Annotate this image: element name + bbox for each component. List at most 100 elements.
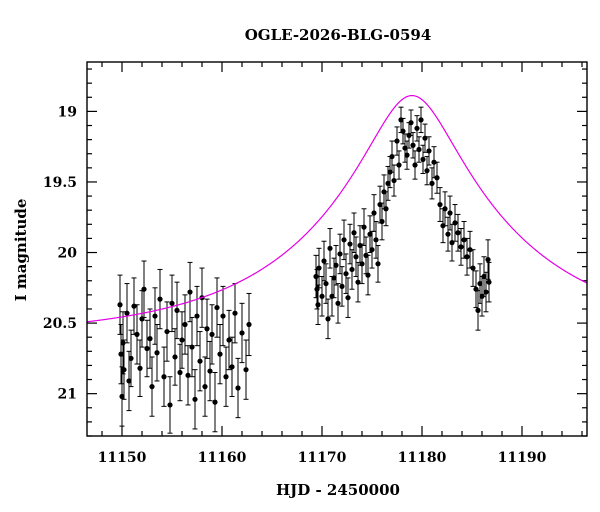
point-marker	[316, 265, 322, 271]
point-marker	[396, 162, 402, 168]
data-point	[161, 346, 167, 407]
point-marker	[212, 399, 218, 405]
data-point	[207, 340, 213, 402]
point-marker	[149, 384, 155, 390]
y-tick-label: 20.5	[43, 316, 77, 332]
data-point	[164, 301, 170, 362]
point-marker	[185, 372, 191, 378]
point-marker	[445, 231, 451, 237]
data-point	[187, 261, 193, 323]
chart-title: OGLE-2026-BLG-0594	[245, 26, 432, 44]
point-marker	[394, 138, 400, 144]
data-point	[416, 136, 422, 163]
data-point	[410, 132, 416, 159]
data-point	[485, 239, 491, 280]
data-point	[418, 106, 424, 134]
point-marker	[431, 159, 437, 165]
point-marker	[391, 177, 397, 184]
data-point	[169, 274, 175, 333]
data-point	[185, 345, 191, 406]
point-marker	[128, 355, 134, 361]
point-marker	[119, 393, 125, 400]
point-marker	[470, 265, 476, 271]
point-marker	[331, 275, 337, 281]
point-marker	[124, 310, 130, 316]
point-marker	[361, 224, 367, 230]
point-marker	[182, 321, 188, 328]
point-marker	[144, 345, 150, 352]
data-point	[232, 283, 238, 344]
data-point	[455, 213, 461, 252]
point-marker	[414, 125, 420, 131]
point-marker	[189, 344, 195, 350]
point-marker	[412, 162, 418, 168]
point-marker	[353, 254, 359, 260]
point-marker	[486, 279, 492, 285]
data-point	[347, 223, 353, 265]
data-point	[137, 339, 143, 397]
data-point	[377, 185, 383, 224]
point-marker	[400, 128, 406, 134]
point-marker	[389, 153, 395, 160]
data-point	[319, 276, 325, 317]
point-marker	[315, 302, 321, 308]
plot-frame	[86, 61, 588, 437]
point-marker	[223, 374, 229, 380]
point-marker	[485, 256, 491, 263]
point-marker	[167, 402, 173, 408]
data-point	[351, 212, 357, 254]
data-point	[179, 311, 185, 369]
point-marker	[373, 237, 379, 243]
point-marker	[429, 180, 435, 186]
point-marker	[379, 218, 385, 225]
data-point	[367, 215, 373, 254]
point-marker	[161, 374, 167, 380]
point-marker	[434, 175, 440, 181]
x-tick-label: 11170	[298, 450, 347, 466]
y-tick-label: 19	[58, 104, 77, 120]
point-marker	[137, 365, 143, 371]
point-marker	[152, 313, 158, 319]
data-point	[325, 298, 331, 340]
point-marker	[337, 251, 343, 257]
point-marker	[418, 117, 424, 123]
data-point	[131, 277, 137, 335]
data-point	[174, 281, 180, 340]
data-point	[144, 319, 150, 378]
point-marker	[134, 331, 140, 337]
data-point	[437, 187, 443, 222]
point-marker	[402, 145, 408, 151]
point-marker	[323, 280, 329, 287]
point-marker	[157, 296, 163, 302]
point-marker	[375, 261, 381, 267]
data-point	[141, 260, 147, 318]
data-point	[128, 329, 134, 388]
point-marker	[359, 261, 365, 267]
data-point	[359, 243, 365, 285]
point-marker	[207, 368, 213, 374]
point-marker	[420, 156, 426, 162]
point-marker	[475, 307, 481, 313]
point-marker	[204, 326, 210, 332]
point-marker	[321, 258, 327, 264]
data-point	[204, 298, 210, 359]
data-point	[126, 350, 132, 412]
model-curve	[86, 94, 588, 323]
data-point	[194, 285, 200, 347]
point-marker	[164, 328, 170, 335]
point-marker	[408, 120, 414, 126]
x-tick-label: 11150	[98, 450, 147, 466]
point-marker	[410, 142, 416, 148]
data-point	[357, 225, 363, 266]
data-point	[365, 254, 371, 296]
point-marker	[349, 266, 355, 273]
data-point	[434, 161, 440, 194]
data-point	[333, 244, 339, 286]
point-marker	[313, 273, 319, 280]
data-point	[197, 331, 203, 392]
data-point	[470, 249, 476, 287]
point-marker	[385, 180, 391, 186]
point-marker	[154, 350, 160, 356]
point-marker	[226, 337, 232, 343]
